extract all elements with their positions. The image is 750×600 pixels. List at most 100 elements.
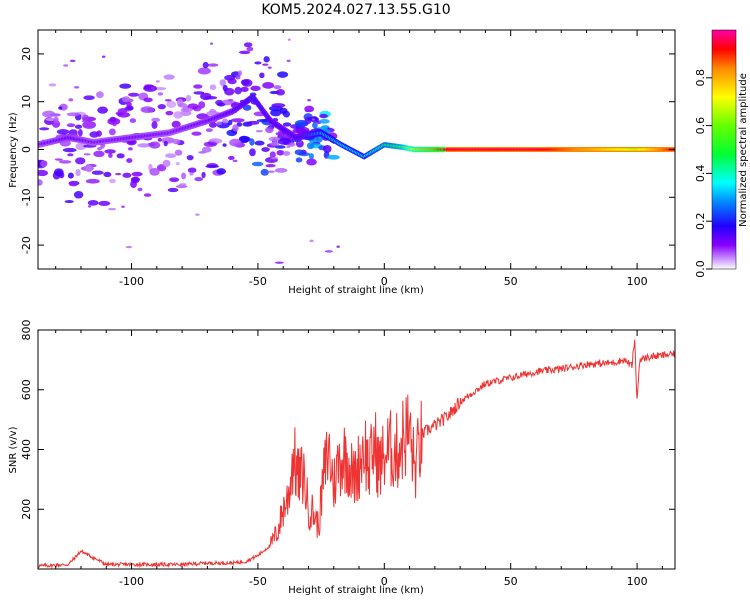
spectrogram-y-tick-label: 10 (20, 95, 33, 109)
spectrogram-blob (161, 137, 175, 144)
spectrogram-blob (270, 109, 282, 117)
spectrogram-ridge-core (574, 148, 578, 151)
spectrogram-blob (165, 110, 174, 116)
spectrogram-blob (108, 128, 116, 136)
spectrogram-ridge-core (555, 148, 558, 151)
spectrogram-blob (96, 91, 104, 99)
spectrogram-ridge-core (602, 148, 605, 151)
spectrogram-ridge-core (552, 148, 555, 151)
spectrogram-blob (166, 100, 177, 108)
spectrogram-ridge-core (470, 148, 473, 151)
spectrogram-ridge-core (588, 148, 591, 151)
spectrogram-ridge-core (496, 148, 499, 151)
spectrogram-ridge-core (624, 148, 628, 151)
spectrogram-blob (261, 147, 270, 152)
colorbar-label: Normalized spectral amplitude (738, 73, 749, 227)
spectrogram-spot (336, 245, 340, 248)
spectrogram-spot (307, 98, 311, 102)
spectrogram-spot (227, 98, 234, 102)
spectrogram-blob (275, 89, 286, 96)
spectrogram-blob (141, 107, 147, 113)
spectrogram-blob (189, 172, 194, 176)
spectrogram-spot (267, 66, 272, 69)
spectrogram-ridge-core (529, 148, 532, 151)
spectrogram-blob (157, 137, 162, 142)
spectrogram-ridge-core (611, 148, 614, 151)
spectrogram-ridge-core (517, 148, 520, 151)
spectrogram-ridge-core (489, 148, 493, 151)
spectrogram-blob (319, 113, 328, 119)
spectrogram-blob (75, 169, 81, 177)
spectrogram-blob (217, 102, 226, 107)
spectrogram-blob (279, 107, 288, 114)
spectrogram-ridge-core (488, 148, 491, 151)
spectrogram-spot (83, 153, 91, 156)
spectrogram-ridge-core (482, 148, 485, 151)
spectrogram-blob (109, 178, 116, 184)
spectrogram-spot (286, 145, 291, 149)
spectrogram-ridge-core (644, 148, 647, 151)
spectrogram-blob (108, 153, 113, 158)
spectrogram-blob (175, 184, 188, 189)
spectrogram-x-tick-label: 50 (504, 275, 518, 288)
spectrogram-blob (56, 129, 70, 135)
spectrogram-blob (249, 148, 256, 157)
spectrogram-blob (222, 143, 227, 147)
spectrogram-blob (271, 103, 286, 108)
spectrogram-ridge-core (553, 148, 556, 151)
spectrogram-spot (179, 183, 187, 186)
snr-x-ticks: -100 -50 0 50 100 (55, 330, 663, 588)
spectrogram-blob (73, 191, 84, 199)
spectrogram-blob (163, 74, 175, 80)
spectrogram-blob (259, 72, 265, 79)
spectrogram-blob (175, 162, 180, 166)
spectrogram-blob (250, 85, 261, 92)
spectrogram-ridge-core (479, 148, 482, 151)
spectrogram-blob (265, 164, 276, 168)
spectrogram-ridge-core (600, 148, 603, 151)
spectrogram-spot (267, 170, 275, 173)
spectrogram-blob (174, 149, 183, 156)
spectrogram-blob (96, 130, 102, 137)
spectrogram-ridge-core (526, 148, 529, 151)
spectrogram-blob (137, 187, 143, 192)
spectrogram-blob (177, 102, 188, 108)
spectrogram-blob (270, 141, 280, 146)
spectrogram-x-tick-label: -100 (119, 275, 144, 288)
spectrogram-ridge-core (474, 148, 477, 151)
spectrogram-blob (167, 187, 179, 193)
spectrogram-blob (235, 74, 241, 80)
spectrogram-blob (91, 170, 104, 175)
spectrogram-blob (323, 145, 332, 154)
spectrogram-blob (238, 70, 243, 76)
spectrogram-ridge-core (558, 148, 561, 151)
spectrogram-ridge-core (540, 148, 543, 151)
spectrogram-x-axis-label: Height of straight line (km) (288, 285, 424, 296)
spectrogram-ridge-core (631, 148, 634, 151)
chart-title: KOM5.2024.027.13.55.G10 (261, 2, 450, 18)
spectrogram-blob (294, 119, 309, 127)
spectrogram-ridge-core (618, 148, 621, 151)
snr-y-tick-label: 600 (20, 379, 33, 400)
spectrogram-spot (121, 205, 125, 208)
spectrogram-blob (222, 118, 229, 124)
spectrogram-ridge-core (621, 148, 625, 151)
spectrogram-ridge-core (653, 148, 656, 151)
spectrogram-blob (200, 92, 212, 101)
spectrogram-blob (165, 153, 177, 159)
spectrogram-blob (227, 119, 233, 126)
spectrogram-ridge-core (640, 148, 643, 151)
spectrogram-ridge-core (649, 148, 652, 151)
spectrogram-blob (246, 46, 254, 52)
spectrogram-ridge-core (543, 148, 546, 151)
snr-x-tick-label: 100 (627, 575, 648, 588)
spectrogram-ridge-core (585, 148, 588, 151)
spectrogram-ridge-core (609, 148, 612, 151)
spectrogram-ridge-core (647, 148, 650, 151)
spectrogram-blob (68, 98, 74, 102)
spectrogram-ridge-core (506, 148, 509, 151)
spectrogram-ridge-core (486, 148, 490, 151)
spectrogram-ridge-core (544, 148, 547, 151)
spectrogram-spot (164, 99, 172, 102)
spectrogram-blob (277, 138, 291, 145)
